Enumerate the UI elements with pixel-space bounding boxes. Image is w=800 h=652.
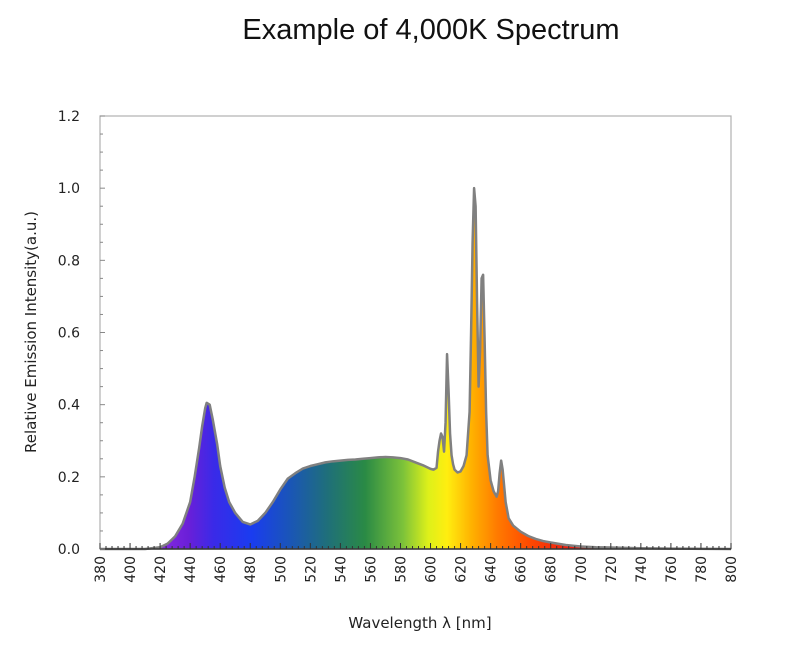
x-tick-label: 620 bbox=[454, 556, 470, 583]
y-tick-label: 0.4 bbox=[58, 398, 80, 414]
x-tick-label: 660 bbox=[514, 556, 530, 583]
x-tick-label: 780 bbox=[694, 556, 710, 583]
x-tick-label: 800 bbox=[724, 556, 740, 583]
x-tick-label: 640 bbox=[484, 556, 500, 583]
y-tick-label: 1.2 bbox=[58, 109, 80, 125]
x-tick-label: 460 bbox=[213, 556, 229, 583]
y-tick-label: 0.6 bbox=[58, 326, 80, 342]
x-tick-label: 480 bbox=[243, 556, 259, 583]
x-tick-label: 540 bbox=[333, 556, 349, 583]
x-tick-label: 600 bbox=[424, 556, 440, 583]
spectrum-outline bbox=[100, 186, 732, 551]
x-tick-label: 680 bbox=[544, 556, 560, 583]
x-tick-label: 380 bbox=[93, 556, 109, 583]
x-tick-label: 440 bbox=[183, 556, 199, 583]
x-tick-label: 560 bbox=[363, 556, 379, 583]
x-tick-label: 700 bbox=[574, 556, 590, 583]
y-tick-label: 0.0 bbox=[58, 542, 80, 558]
x-tick-label: 720 bbox=[604, 556, 620, 583]
x-minor-ticks bbox=[99, 543, 732, 549]
x-tick-label: 400 bbox=[123, 556, 139, 583]
x-axis-label: Wavelength λ [nm] bbox=[348, 614, 491, 632]
x-tick-labels: 380 400 420 440 460 480 500 520 540 560 580 600 620 6… bbox=[93, 556, 740, 583]
y-tick-labels: 0.0 0.2 0.4 0.6 0.8 1.0 1.2 bbox=[58, 109, 80, 558]
x-tick-label: 740 bbox=[634, 556, 650, 583]
y-tick-label: 0.2 bbox=[58, 470, 80, 486]
y-tick-label: 0.8 bbox=[58, 253, 80, 269]
plot-area bbox=[100, 186, 732, 551]
y-axis-label: Relative Emission Intensity(a.u.) bbox=[22, 211, 40, 453]
x-tick-label: 760 bbox=[664, 556, 680, 583]
spectrum-area bbox=[100, 188, 731, 550]
x-tick-label: 420 bbox=[153, 556, 169, 583]
y-tick-label: 1.0 bbox=[58, 181, 80, 197]
x-tick-label: 520 bbox=[303, 556, 319, 583]
x-tick-label: 580 bbox=[393, 556, 409, 583]
y-minor-ticks bbox=[100, 115, 105, 550]
chart-title: Example of 4,000K Spectrum bbox=[242, 14, 620, 46]
x-tick-label: 500 bbox=[273, 556, 289, 583]
